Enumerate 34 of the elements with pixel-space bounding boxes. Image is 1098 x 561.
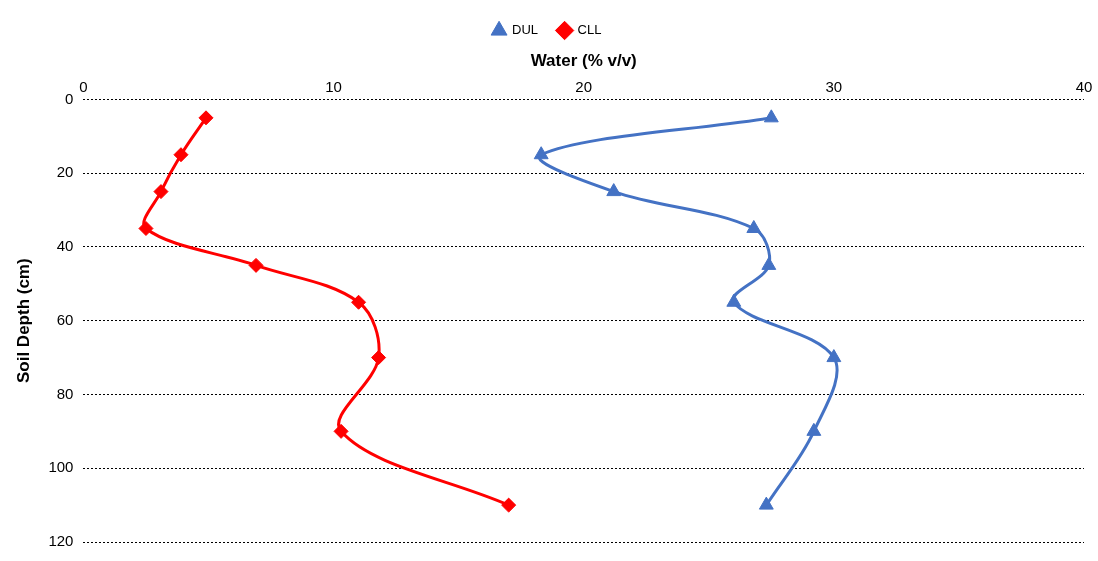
point bbox=[333, 423, 349, 439]
x-tick-label: 0 bbox=[79, 77, 88, 95]
x-tick-label: 40 bbox=[1075, 77, 1093, 95]
point bbox=[501, 497, 517, 513]
point bbox=[606, 183, 622, 197]
y-tick-label: 80 bbox=[56, 384, 74, 402]
x-tick-label: 30 bbox=[825, 77, 843, 95]
y-tick-label: 100 bbox=[48, 458, 74, 476]
y-tick-label: 0 bbox=[65, 89, 74, 107]
legend-label: DUL bbox=[512, 22, 539, 38]
point bbox=[533, 146, 549, 160]
point bbox=[198, 110, 214, 126]
point bbox=[746, 219, 762, 233]
point bbox=[806, 422, 822, 436]
x-axis-title: Water (% v/v) bbox=[530, 50, 637, 70]
point bbox=[761, 256, 777, 270]
point bbox=[351, 294, 367, 310]
y-axis-title: Soil Depth (cm) bbox=[13, 258, 33, 384]
y-tick-label: 40 bbox=[56, 237, 74, 255]
y-tick-label: 120 bbox=[48, 532, 74, 550]
point bbox=[173, 147, 189, 163]
point bbox=[138, 220, 154, 236]
x-tick-label: 10 bbox=[325, 77, 342, 95]
legend-label: CLL bbox=[577, 22, 602, 38]
y-tick-label: 20 bbox=[56, 163, 74, 181]
point bbox=[763, 109, 779, 123]
point bbox=[371, 350, 387, 366]
point bbox=[826, 349, 842, 363]
x-tick-label: 20 bbox=[575, 77, 593, 95]
y-tick-label: 60 bbox=[56, 310, 74, 328]
point bbox=[153, 184, 169, 200]
point bbox=[726, 293, 742, 307]
point bbox=[248, 257, 264, 273]
point bbox=[758, 496, 774, 510]
